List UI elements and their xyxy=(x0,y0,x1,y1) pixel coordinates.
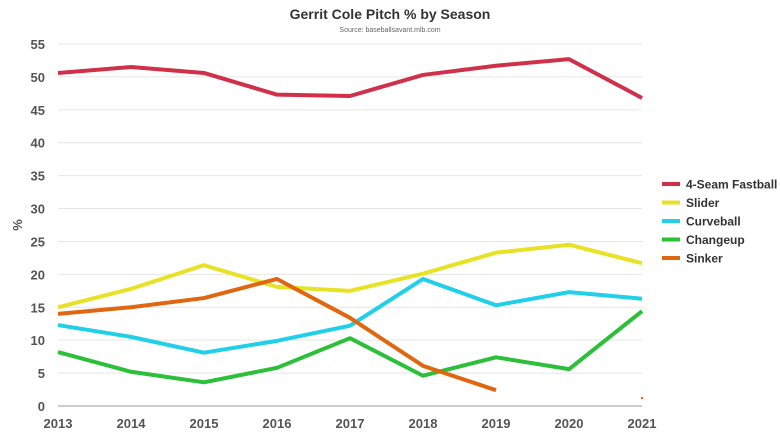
y-tick-label: 5 xyxy=(38,366,45,381)
y-tick-label: 55 xyxy=(31,37,45,52)
legend-label: Sinker xyxy=(686,252,723,266)
series-line-curveball xyxy=(57,276,643,355)
y-tick-label: 40 xyxy=(31,136,45,151)
y-tick-label: 30 xyxy=(31,202,45,217)
legend-label: Curveball xyxy=(686,215,741,229)
x-tick-label: 2021 xyxy=(628,416,657,431)
x-tick-label: 2014 xyxy=(117,416,147,431)
chart-title: Gerrit Cole Pitch % by Season xyxy=(290,6,491,22)
chart-subtitle: Source: baseballsavant.mlb.com xyxy=(339,27,440,34)
x-tick-label: 2020 xyxy=(555,416,584,431)
y-tick-label: 10 xyxy=(31,333,45,348)
y-axis-label: % xyxy=(10,219,25,231)
data-point xyxy=(640,396,644,400)
series-line-slider xyxy=(57,242,643,310)
x-tick-label: 2015 xyxy=(190,416,219,431)
legend-label: Slider xyxy=(686,196,720,210)
y-tick-label: 20 xyxy=(31,267,45,282)
series-line-changeup xyxy=(57,309,644,385)
y-tick-label: 50 xyxy=(31,70,45,85)
y-tick-label: 45 xyxy=(31,103,45,118)
x-tick-label: 2013 xyxy=(44,416,73,431)
legend-label: 4-Seam Fastball xyxy=(686,178,777,192)
series-line-sinker xyxy=(57,276,497,393)
y-tick-label: 25 xyxy=(31,234,45,249)
y-tick-label: 35 xyxy=(31,169,45,184)
x-tick-label: 2017 xyxy=(336,416,365,431)
y-tick-label: 0 xyxy=(38,399,45,414)
x-tick-label: 2016 xyxy=(263,416,292,431)
x-tick-label: 2019 xyxy=(482,416,511,431)
legend-label: Changeup xyxy=(686,233,745,247)
x-tick-label: 2018 xyxy=(409,416,438,431)
series-line-4-seam-fastball xyxy=(57,57,643,100)
y-tick-label: 15 xyxy=(31,300,45,315)
